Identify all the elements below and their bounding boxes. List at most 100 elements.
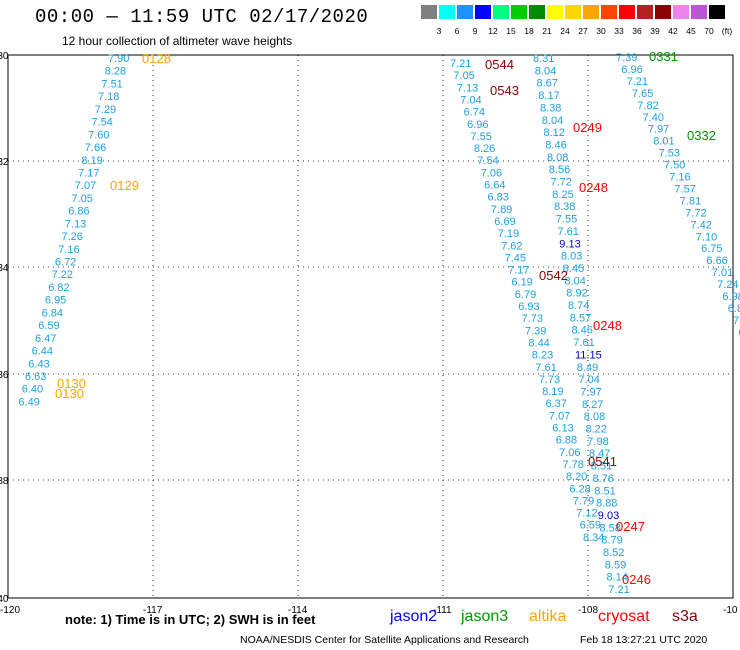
pass-label: 0541 bbox=[588, 454, 617, 469]
swh-value: 7.07 bbox=[75, 180, 96, 192]
swh-value: 7.72 bbox=[685, 207, 706, 219]
swh-value: 8.23 bbox=[532, 350, 553, 362]
swh-value: 8.58 bbox=[600, 522, 621, 534]
swh-value: 7.89 bbox=[491, 204, 512, 216]
swh-value: 8.17 bbox=[538, 90, 559, 102]
swh-value: 8.19 bbox=[542, 386, 563, 398]
swh-value: 8.08 bbox=[547, 152, 568, 164]
lon-tick-label: -120 bbox=[0, 605, 20, 616]
swh-value: 7.07 bbox=[549, 410, 570, 422]
swh-value: 7.21 bbox=[608, 584, 629, 596]
scale-swatch bbox=[529, 5, 545, 19]
swh-value: 6.63 bbox=[25, 371, 46, 383]
swh-value: 7.45 bbox=[505, 252, 526, 264]
scale-swatch bbox=[637, 5, 653, 19]
swh-value: 6.74 bbox=[464, 107, 485, 119]
scale-swatch bbox=[709, 5, 725, 19]
scale-swatch bbox=[511, 5, 527, 19]
scale-label: 39 bbox=[650, 26, 660, 36]
scale-swatch bbox=[619, 5, 635, 19]
swh-value: 8.45 bbox=[563, 263, 584, 275]
swh-value: 7.61 bbox=[535, 362, 556, 374]
scale-swatch bbox=[547, 5, 563, 19]
map-grid: -120 -117 -114 -111 -108 -10 -30 -32 -34 -36 -38 -4… bbox=[0, 51, 738, 616]
swh-value: 7.78 bbox=[563, 459, 584, 471]
swh-value: 7.82 bbox=[637, 100, 658, 112]
swh-value: 7.72 bbox=[551, 177, 572, 189]
scale-swatch bbox=[493, 5, 509, 19]
scale-label: 12 bbox=[488, 26, 498, 36]
swh-value: 8.26 bbox=[474, 143, 495, 155]
satellite-legend-jason2: jason2 bbox=[390, 608, 438, 625]
swh-value: 6.40 bbox=[22, 384, 43, 396]
pass-label: 0542 bbox=[539, 268, 568, 283]
swh-value: 8.03 bbox=[561, 251, 582, 263]
swh-value: 8.49 bbox=[577, 362, 598, 374]
swh-value: 6.64 bbox=[484, 180, 505, 192]
swh-value: 7.18 bbox=[98, 91, 119, 103]
swh-value: 8.92 bbox=[566, 288, 587, 300]
swh-value: 8.20 bbox=[566, 471, 587, 483]
swh-value: 8.76 bbox=[593, 473, 614, 485]
swh-value: 6.44 bbox=[32, 346, 53, 358]
swh-value: 8.14 bbox=[607, 572, 628, 584]
scale-swatch bbox=[655, 5, 671, 19]
swh-value: 8.04 bbox=[565, 275, 586, 287]
pass-label: 0332 bbox=[687, 128, 716, 143]
pass-label: 0331 bbox=[649, 49, 678, 64]
swh-value: 8.12 bbox=[544, 127, 565, 139]
lat-tick-label: -40 bbox=[0, 594, 9, 605]
swh-value: 6.8 bbox=[728, 303, 740, 315]
swh-value: 8.01 bbox=[653, 136, 674, 148]
pass-label: 0248 bbox=[579, 180, 608, 195]
lat-tick-label: -34 bbox=[0, 263, 9, 274]
lon-tick-label: -10 bbox=[723, 605, 738, 616]
swh-value: 8.38 bbox=[554, 201, 575, 213]
swh-value: 7.17 bbox=[78, 168, 99, 180]
swh-value: 6.96 bbox=[467, 119, 488, 131]
swh-value: 7.13 bbox=[65, 218, 86, 230]
swh-value: 6.43 bbox=[28, 358, 49, 370]
swh-value: 7.22 bbox=[52, 269, 73, 281]
swh-value: 7.60 bbox=[88, 129, 109, 141]
satellite-legend-altika: altika bbox=[529, 608, 567, 625]
swh-value: 7.16 bbox=[58, 244, 79, 256]
pass-label: 0247 bbox=[616, 519, 645, 534]
swh-value: 7.05 bbox=[72, 193, 93, 205]
scale-swatch bbox=[601, 5, 617, 19]
swh-value: 6.28 bbox=[569, 483, 590, 495]
lon-tick-label: -114 bbox=[288, 605, 308, 616]
swh-value: 6.66 bbox=[706, 255, 727, 267]
lat-tick-label: -38 bbox=[0, 476, 9, 487]
pass-label: 0248 bbox=[593, 318, 622, 333]
swh-value: 7.50 bbox=[664, 160, 685, 172]
pass-label: 0130 bbox=[55, 386, 84, 401]
swh-value: 7.73 bbox=[522, 313, 543, 325]
swh-value: 6.75 bbox=[701, 243, 722, 255]
swh-tracks: 7.908.287.517.187.297.547.607.668.197.17… bbox=[18, 52, 740, 596]
swh-value: 6.19 bbox=[511, 277, 532, 289]
swh-value: 7.42 bbox=[691, 219, 712, 231]
swh-value: 6.93 bbox=[518, 301, 539, 313]
swh-value: 8.51 bbox=[594, 485, 615, 497]
swh-value: 8.22 bbox=[586, 424, 607, 436]
swh-value: 7.90 bbox=[108, 53, 129, 65]
swh-value: 7.98 bbox=[587, 436, 608, 448]
scale-label: 36 bbox=[632, 26, 642, 36]
satellite-legend-jason3: jason3 bbox=[461, 608, 509, 625]
swh-value: 8.88 bbox=[596, 498, 617, 510]
swh-value: 8.46 bbox=[572, 325, 593, 337]
swh-value: 8.27 bbox=[582, 399, 603, 411]
swh-value: 8.44 bbox=[528, 337, 549, 349]
swh-value: 8.59 bbox=[605, 559, 626, 571]
swh-value: 6.79 bbox=[515, 289, 536, 301]
scale-label: 24 bbox=[560, 26, 570, 36]
scale-swatch bbox=[673, 5, 689, 19]
scale-swatch bbox=[457, 5, 473, 19]
swh-value: 6.86 bbox=[68, 206, 89, 218]
swh-value: 7.54 bbox=[477, 155, 498, 167]
swh-value: 7.21 bbox=[450, 58, 471, 70]
swh-value: 8.47 bbox=[589, 448, 610, 460]
swh-value: 8.52 bbox=[603, 547, 624, 559]
